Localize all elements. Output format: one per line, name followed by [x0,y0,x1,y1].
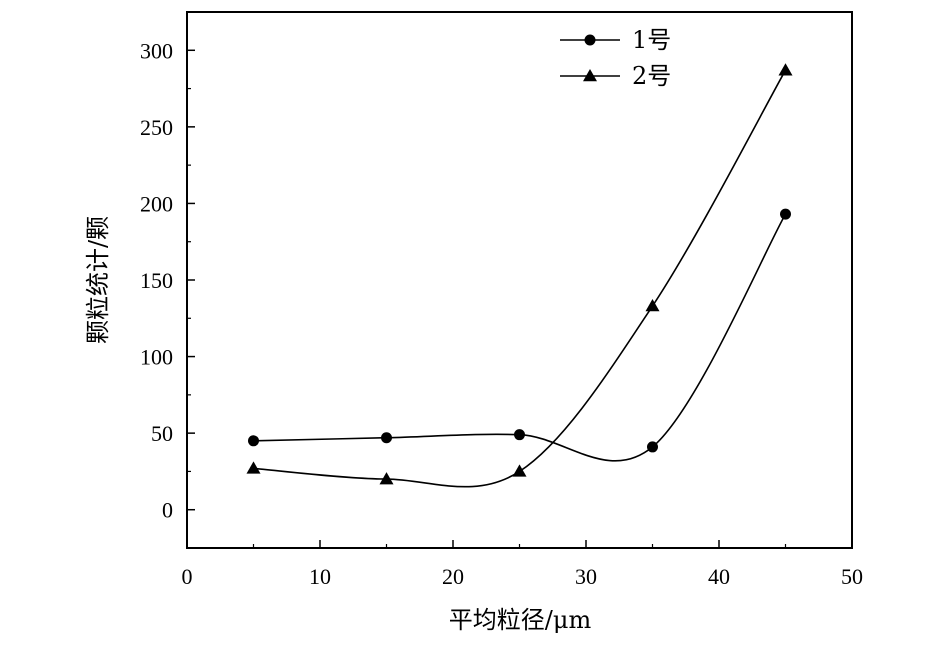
y-tick-label: 250 [140,115,173,140]
data-point [512,464,527,477]
series-line [253,213,787,462]
y-tick-label: 100 [140,345,173,370]
data-point [780,208,791,220]
series-layer [246,63,793,488]
y-tick-label: 150 [140,268,173,293]
legend-marker [584,34,596,46]
series-line [253,69,787,488]
series-1 [248,208,791,462]
y-tick-label: 0 [162,498,173,523]
data-point [778,63,793,76]
series-2 [246,63,793,488]
data-point [246,461,261,474]
legend-label: 1号 [632,26,671,54]
x-tick-label: 40 [708,564,730,589]
axis-tick-labels: 0 10 20 30 40 50 0 50 100 150 200 250 300 [140,38,863,589]
y-tick-label: 50 [151,421,173,446]
y-tick-label: 300 [140,38,173,63]
axis-ticks [186,11,853,549]
data-point [379,472,394,485]
y-axis-title: 颗粒统计/颗 [84,216,112,344]
data-point [645,299,660,312]
x-tick-label: 50 [841,564,863,589]
x-tick-label: 0 [182,564,193,589]
data-point [248,435,259,447]
data-point [381,432,392,444]
x-tick-label: 10 [309,564,331,589]
x-tick-label: 30 [575,564,597,589]
legend-item-1: 1号 [560,26,671,54]
data-point [647,441,658,453]
legend-marker [583,69,597,82]
legend-label: 2号 [632,62,671,90]
data-point [514,429,525,441]
legend-item-2: 2号 [560,62,671,90]
y-tick-label: 200 [140,191,173,216]
x-axis-title: 平均粒径/μm [449,606,592,634]
x-tick-label: 20 [442,564,464,589]
